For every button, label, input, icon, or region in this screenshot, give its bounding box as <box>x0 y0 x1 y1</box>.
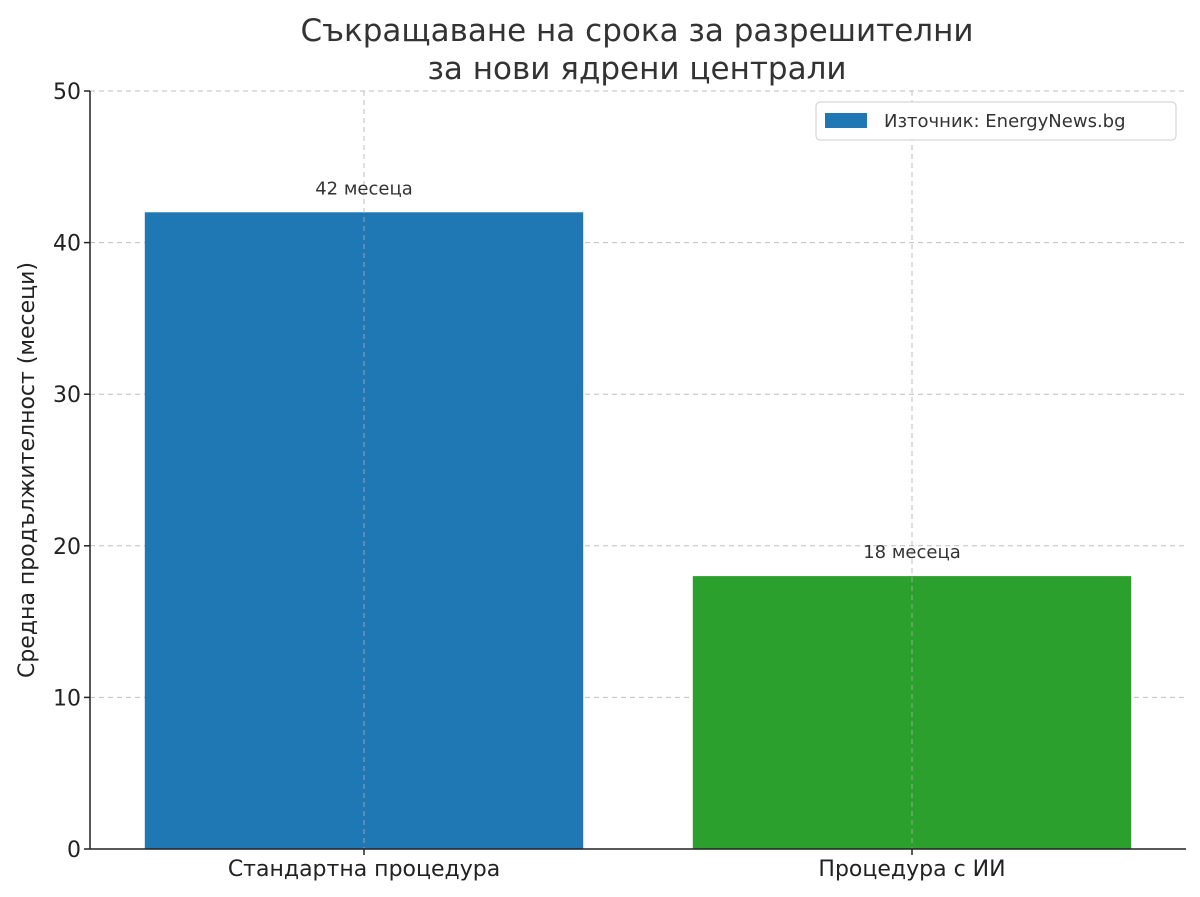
axes <box>89 91 1186 850</box>
y-tick-label-2: 20 <box>53 535 81 560</box>
chart-title-line-1: Съкращаване на срока за разрешителни <box>300 13 973 49</box>
y-tick-label-5: 50 <box>53 80 81 105</box>
data-labels: 42 месеца 18 месеца <box>315 178 961 563</box>
legend-label: Източник: EnergyNews.bg <box>884 111 1126 132</box>
legend: Източник: EnergyNews.bg <box>815 101 1177 141</box>
x-tick-label-1: Стандартна процедура <box>228 857 500 882</box>
data-label-1: 42 месеца <box>315 178 413 199</box>
y-ticks: 0 10 20 30 40 50 <box>53 80 90 863</box>
y-tick-label-0: 0 <box>67 838 81 863</box>
bars <box>144 212 1132 849</box>
chart-title-line-2: за нови ядрени централи <box>427 51 846 87</box>
y-tick-label-1: 10 <box>53 686 81 711</box>
y-axis-label: Средна продължителност (месеци) <box>15 262 40 678</box>
legend-frame <box>815 101 1177 141</box>
y-tick-label-4: 40 <box>53 232 81 257</box>
vertical-grid-lines <box>363 91 913 849</box>
x-tick-label-2: Процедура с ИИ <box>818 857 1005 882</box>
x-ticks: Стандартна процедура Процедура с ИИ <box>228 849 1006 882</box>
y-tick-label-3: 30 <box>53 383 81 408</box>
legend-swatch <box>825 113 867 128</box>
data-label-2: 18 месеца <box>863 542 961 563</box>
